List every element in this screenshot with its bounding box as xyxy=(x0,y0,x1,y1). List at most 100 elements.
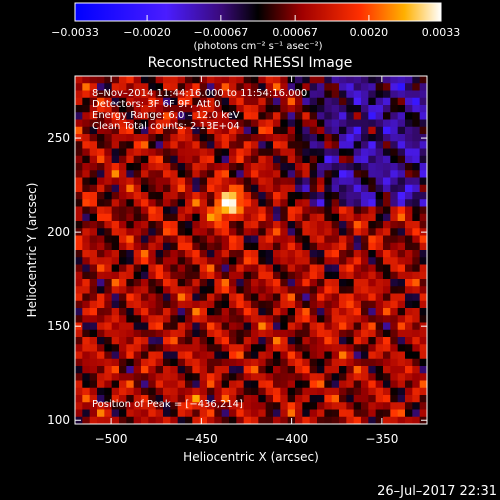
heatmap-cell xyxy=(412,90,421,99)
heatmap-cell xyxy=(207,337,215,345)
heatmap-cell xyxy=(148,105,157,113)
heatmap-cell xyxy=(375,344,384,352)
heatmap-cell xyxy=(361,221,369,229)
heatmap-cell xyxy=(375,170,384,178)
heatmap-cell xyxy=(309,358,318,367)
heatmap-cell xyxy=(419,126,428,135)
heatmap-cell xyxy=(89,163,98,171)
heatmap-cell xyxy=(324,279,333,287)
heatmap-cell xyxy=(111,279,120,287)
heatmap-cell xyxy=(309,90,318,99)
heatmap-cell xyxy=(353,344,362,352)
heatmap-cell xyxy=(258,257,267,265)
heatmap-cell xyxy=(170,228,179,236)
heatmap-cell xyxy=(251,271,259,280)
heatmap-cell xyxy=(383,416,391,425)
heatmap-cell xyxy=(236,242,245,251)
heatmap-cell xyxy=(419,409,428,418)
heatmap-cell xyxy=(309,76,318,84)
heatmap-cell xyxy=(163,373,171,381)
heatmap-cell xyxy=(368,83,377,91)
heatmap-cell xyxy=(221,192,230,200)
heatmap-cell xyxy=(170,416,179,425)
heatmap-cell xyxy=(383,170,391,178)
heatmap-cell xyxy=(214,163,223,171)
heatmap-cell xyxy=(390,105,399,113)
heatmap-cell xyxy=(126,329,135,338)
heatmap-cell xyxy=(141,76,149,84)
heatmap-cell xyxy=(207,286,215,294)
heatmap-cell xyxy=(82,76,91,84)
heatmap-cell xyxy=(258,264,267,273)
heatmap-cell xyxy=(199,228,208,236)
heatmap-cell xyxy=(148,402,157,410)
heatmap-cell xyxy=(243,293,252,302)
heatmap-cell xyxy=(280,293,289,302)
heatmap-cell xyxy=(97,119,105,128)
heatmap-cell xyxy=(258,293,267,302)
heatmap-cell xyxy=(383,105,391,113)
heatmap-cell xyxy=(177,264,186,273)
heatmap-cell xyxy=(192,293,201,302)
heatmap-cell xyxy=(207,155,215,164)
heatmap-cell xyxy=(163,380,171,389)
heatmap-cell xyxy=(141,90,149,99)
heatmap-cell xyxy=(273,184,281,193)
heatmap-cell xyxy=(82,155,91,164)
heatmap-cell xyxy=(89,83,98,91)
heatmap-cell xyxy=(397,126,406,135)
heatmap-cell xyxy=(405,76,413,84)
heatmap-cell xyxy=(397,148,406,157)
heatmap-cell xyxy=(383,76,391,84)
heatmap-cell xyxy=(185,126,193,135)
heatmap-cell xyxy=(236,213,245,222)
heatmap-cell xyxy=(331,279,340,287)
heatmap-cell xyxy=(133,105,142,113)
heatmap-cell xyxy=(141,271,149,280)
y-tick-label: 200 xyxy=(47,225,70,239)
heatmap-cell xyxy=(375,206,384,215)
heatmap-cell xyxy=(243,119,252,128)
heatmap-cell xyxy=(133,293,142,302)
heatmap-cell xyxy=(148,373,157,381)
heatmap-cell xyxy=(82,199,91,207)
heatmap-cell xyxy=(280,329,289,338)
heatmap-cell xyxy=(97,83,105,91)
heatmap-cell xyxy=(170,380,179,389)
heatmap-cell xyxy=(390,112,399,120)
heatmap-cell xyxy=(324,76,333,84)
heatmap-cell xyxy=(375,177,384,186)
heatmap-cell xyxy=(375,119,384,128)
heatmap-cell xyxy=(317,177,325,186)
y-tick-label: 100 xyxy=(47,413,70,427)
heatmap-cell xyxy=(82,380,91,389)
heatmap-cell xyxy=(199,112,208,120)
heatmap-cell xyxy=(287,221,296,229)
heatmap-cell xyxy=(111,192,120,200)
heatmap-cell xyxy=(309,199,318,207)
heatmap-cell xyxy=(155,112,164,120)
heatmap-cell xyxy=(258,416,267,425)
heatmap-cell xyxy=(280,387,289,396)
heatmap-cell xyxy=(309,271,318,280)
heatmap-cell xyxy=(221,380,230,389)
heatmap-cell xyxy=(309,387,318,396)
heatmap-cell xyxy=(229,308,237,316)
heatmap-cell xyxy=(412,322,421,331)
heatmap-cell xyxy=(258,344,267,352)
heatmap-cell xyxy=(339,83,347,91)
heatmap-cell xyxy=(265,177,274,186)
heatmap-cell xyxy=(273,76,281,84)
heatmap-cell xyxy=(317,250,325,258)
heatmap-cell xyxy=(170,155,179,164)
heatmap-cell xyxy=(346,315,355,323)
heatmap-cell xyxy=(148,264,157,273)
heatmap-cell xyxy=(273,387,281,396)
heatmap-cell xyxy=(126,279,135,287)
heatmap-cell xyxy=(346,293,355,302)
heatmap-cell xyxy=(273,380,281,389)
heatmap-cell xyxy=(148,271,157,280)
heatmap-cell xyxy=(251,126,259,135)
heatmap-cell xyxy=(75,148,83,157)
heatmap-cell xyxy=(353,177,362,186)
